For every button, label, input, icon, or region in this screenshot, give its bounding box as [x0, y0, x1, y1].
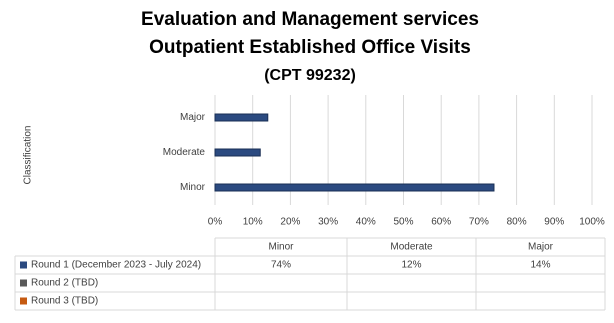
x-tick-label: 80%	[507, 217, 527, 228]
x-tick-label: 70%	[469, 217, 489, 228]
y-tick-label: Minor	[180, 182, 206, 193]
x-tick-label: 60%	[431, 217, 451, 228]
table-cell: 12%	[401, 260, 421, 271]
table-header: Moderate	[390, 242, 433, 253]
x-tick-label: 50%	[393, 217, 413, 228]
chart-title: Evaluation and Management services	[141, 9, 479, 30]
y-axis-label: Classification	[23, 126, 34, 185]
x-tick-label: 20%	[280, 217, 300, 228]
bar	[214, 148, 261, 157]
legend-marker	[20, 297, 27, 305]
x-tick-label: 30%	[318, 217, 338, 228]
legend-marker	[20, 261, 27, 269]
y-tick-label: Moderate	[163, 147, 206, 158]
y-tick-label: Major	[180, 112, 206, 123]
bar	[214, 113, 269, 122]
chart-title: (CPT 99232)	[264, 67, 356, 84]
x-tick-label: 40%	[356, 217, 376, 228]
x-tick-label: 0%	[208, 217, 223, 228]
table-cell: 14%	[530, 260, 550, 271]
x-tick-label: 90%	[544, 217, 564, 228]
x-tick-label: 10%	[243, 217, 263, 228]
legend-label: Round 3 (TBD)	[31, 296, 98, 307]
bar	[214, 183, 495, 192]
legend-label: Round 2 (TBD)	[31, 278, 98, 289]
table-cell: 74%	[271, 260, 291, 271]
table-header: Minor	[268, 242, 294, 253]
x-tick-label: 100%	[579, 217, 605, 228]
chart-title: Outpatient Established Office Visits	[149, 37, 471, 58]
table-header: Major	[528, 242, 554, 253]
legend-label: Round 1 (December 2023 - July 2024)	[31, 260, 201, 271]
legend-marker	[20, 279, 27, 287]
